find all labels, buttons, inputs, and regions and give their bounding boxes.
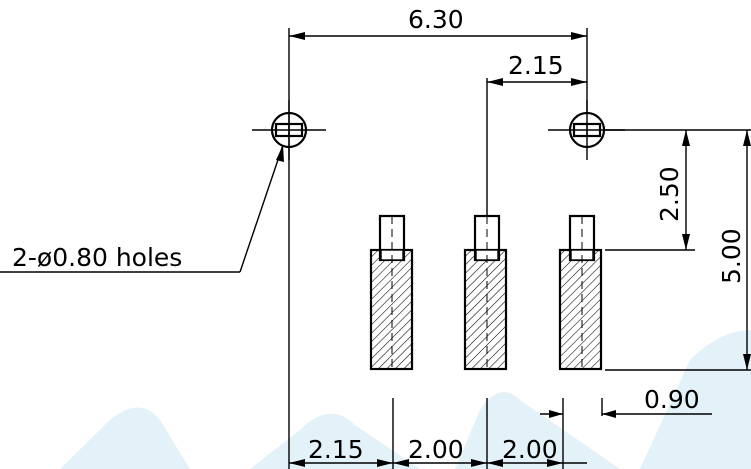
pin-3 (558, 214, 603, 371)
extension-lines (288, 28, 751, 469)
dim-pad-width: 0.90 (540, 385, 712, 418)
dim-overall-height: 5.00 (717, 130, 751, 370)
dim-edge-to-pin-text: 2.15 (308, 435, 364, 464)
dim-pad-width-text: 0.90 (644, 385, 700, 414)
dim-overall-width-text: 6.30 (408, 5, 464, 34)
holes-callout: 2-ø0.80 holes (0, 144, 284, 273)
watermark (60, 330, 751, 469)
dim-hole-to-pin: 2.15 (487, 51, 587, 86)
dim-pin-pitch-1-text: 2.00 (408, 435, 464, 464)
pin-2 (463, 214, 508, 371)
dim-overall-width: 6.30 (289, 5, 587, 40)
dim-hole-to-pin-text: 2.15 (508, 51, 564, 80)
dim-bottom-chain: 2.15 2.00 2.00 (289, 435, 587, 467)
dim-pin-row-height-text: 2.50 (655, 166, 684, 222)
pin-1 (369, 214, 414, 371)
dim-pin-row-height: 2.50 (655, 130, 690, 250)
holes-callout-text: 2-ø0.80 holes (12, 243, 182, 272)
dim-pin-pitch-2-text: 2.00 (502, 435, 558, 464)
dim-overall-height-text: 5.00 (717, 228, 746, 284)
